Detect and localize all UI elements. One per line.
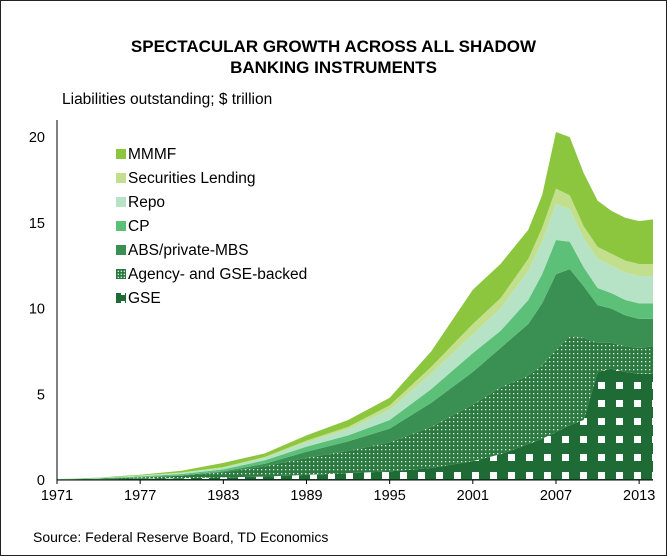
x-tick-label: 2007	[540, 488, 572, 504]
legend-label: Agency- and GSE-backed	[128, 266, 307, 283]
x-tick-label: 2001	[457, 488, 489, 504]
legend-swatch	[116, 149, 126, 159]
x-tick-label: 1989	[290, 488, 322, 504]
legend-label: ABS/private-MBS	[128, 242, 249, 259]
x-tick-label: 1995	[374, 488, 406, 504]
y-tick-label: 15	[29, 216, 45, 232]
legend-label: Securities Lending	[128, 170, 256, 187]
x-tick-label: 1971	[41, 488, 73, 504]
y-tick-label: 20	[29, 130, 45, 146]
y-tick-label: 10	[29, 302, 45, 318]
legend-swatch	[116, 245, 126, 255]
legend: MMMF Securities Lending Repo CP ABS/private-…	[116, 146, 307, 307]
y-tick-label: 5	[37, 387, 45, 403]
legend-label: CP	[128, 218, 150, 235]
legend-swatch	[116, 221, 126, 231]
x-tick-label: 1983	[207, 488, 239, 504]
legend-swatch	[116, 173, 126, 183]
legend-swatch	[116, 293, 126, 303]
legend-swatch	[116, 269, 126, 279]
legend-label: Repo	[128, 194, 165, 211]
y-tick-label: 0	[37, 473, 45, 489]
legend-label: MMMF	[128, 146, 176, 163]
x-tick-label: 1977	[124, 488, 156, 504]
legend-swatch	[116, 197, 126, 207]
legend-label: GSE	[128, 290, 161, 307]
x-tick-label: 2013	[623, 488, 655, 504]
